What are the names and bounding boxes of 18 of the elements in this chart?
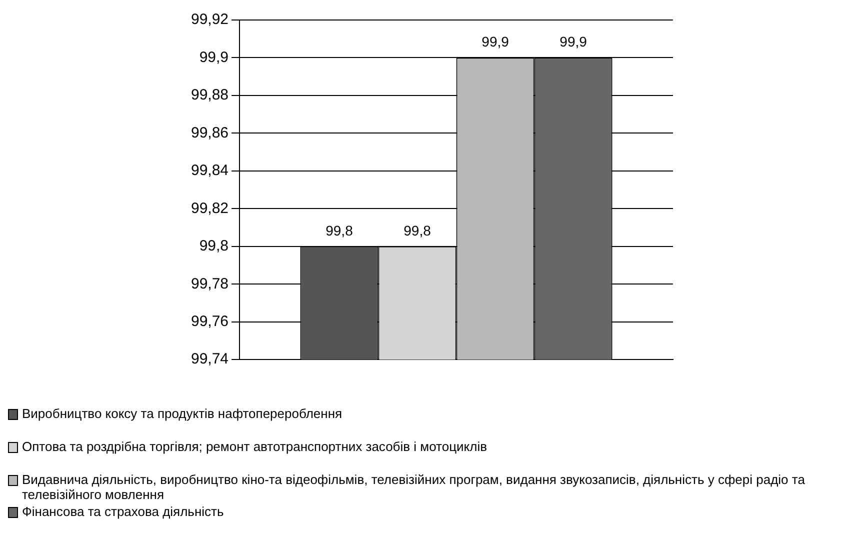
y-tick-label: 99,78 bbox=[190, 275, 229, 292]
y-tick-label: 99,92 bbox=[190, 11, 229, 28]
y-tick-label: 99,82 bbox=[190, 200, 229, 217]
y-tick-label: 99,9 bbox=[199, 48, 229, 66]
data-label: 99,9 bbox=[482, 34, 510, 50]
data-label: 99,9 bbox=[560, 34, 588, 50]
y-tick-label: 99,8 bbox=[199, 238, 229, 255]
data-label: 99,8 bbox=[404, 222, 432, 238]
legend-label: Видавнича діяльність, виробництво кіно-та відеофільмів, телевізійних програм, видання звукозаписів, діяльність у сфері радіо та телевізійного мовлення bbox=[22, 472, 806, 502]
legend-label: Оптова та роздрібна торгівля; ремонт автотранспортних засобів і мотоциклів bbox=[22, 439, 488, 454]
y-tick-label: 99,74 bbox=[190, 350, 229, 368]
legend-label: Фінансова та страхова діяльність bbox=[22, 504, 224, 519]
legend-label: Виробництво коксу та продуктів нафтоперероблення bbox=[22, 406, 342, 421]
y-tick-label: 99,76 bbox=[190, 313, 229, 330]
y-tick-label: 99,86 bbox=[190, 124, 229, 142]
y-tick-label: 99,88 bbox=[190, 86, 229, 104]
y-tick-label: 99,84 bbox=[190, 162, 229, 180]
data-label: 99,8 bbox=[326, 222, 354, 238]
